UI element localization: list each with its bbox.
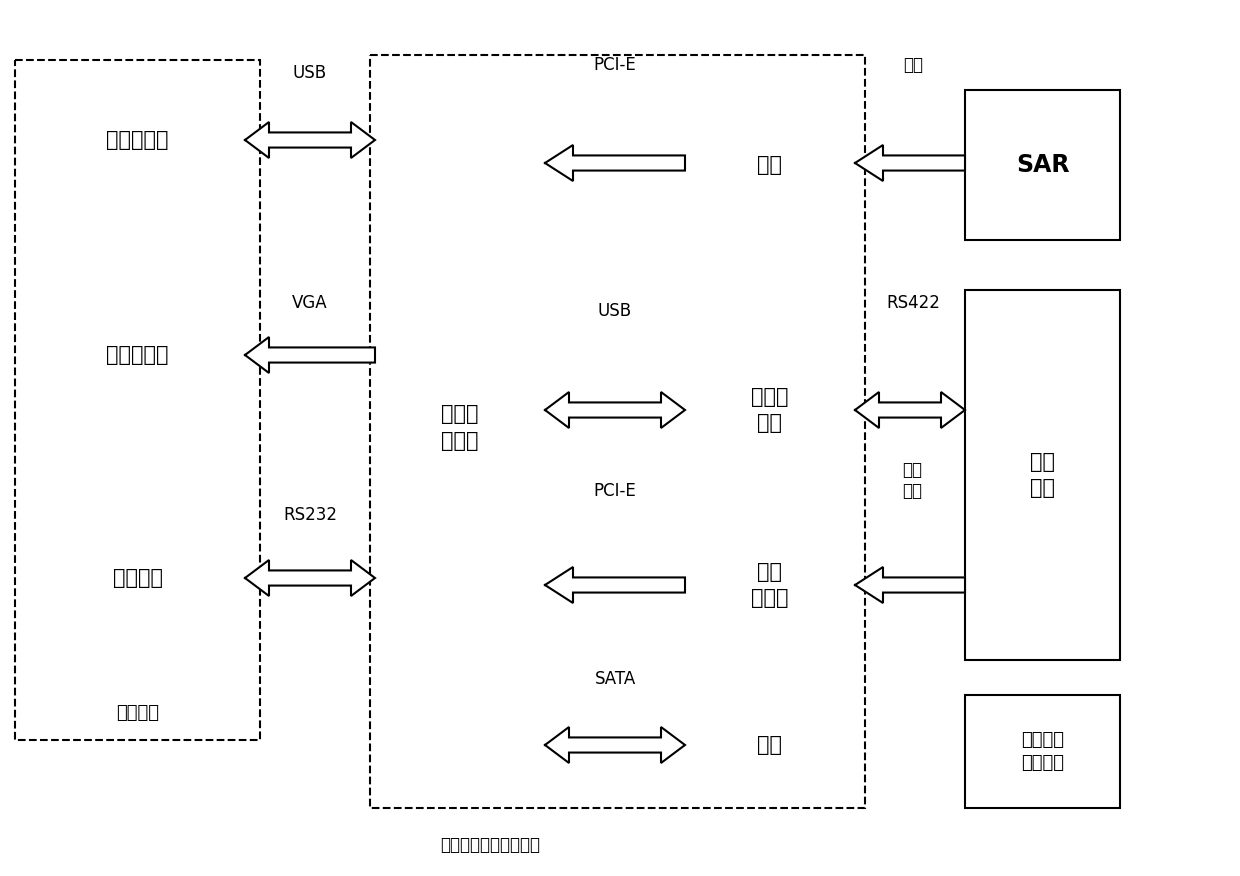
Text: PCI-E: PCI-E <box>594 56 636 74</box>
Text: 网线: 网线 <box>903 56 923 74</box>
Bar <box>374 60 546 795</box>
Text: VGA: VGA <box>293 294 327 312</box>
Bar <box>15 60 260 740</box>
Bar <box>370 55 866 808</box>
Polygon shape <box>246 560 374 596</box>
Polygon shape <box>546 145 684 181</box>
Bar <box>965 695 1120 808</box>
Text: USB: USB <box>293 64 327 82</box>
Polygon shape <box>546 727 684 763</box>
Text: RS232: RS232 <box>283 506 337 524</box>
Bar <box>684 330 856 490</box>
Bar <box>30 535 246 620</box>
Polygon shape <box>546 392 684 428</box>
Bar <box>30 95 246 185</box>
Polygon shape <box>856 145 965 181</box>
Bar <box>965 90 1120 240</box>
Bar <box>684 695 856 795</box>
Text: 铜轴
电缆: 铜轴 电缆 <box>901 461 923 500</box>
Text: 综合显控装置硬件架构: 综合显控装置硬件架构 <box>440 836 539 854</box>
Text: 液晶显示屏: 液晶显示屏 <box>107 345 169 365</box>
Text: RS422: RS422 <box>887 294 940 312</box>
Text: 网卡: 网卡 <box>758 155 782 175</box>
Text: SAR: SAR <box>1016 153 1069 177</box>
Bar <box>684 510 856 660</box>
Text: 人机交互: 人机交互 <box>117 704 159 722</box>
Polygon shape <box>246 122 374 158</box>
Text: PCI-E: PCI-E <box>594 482 636 500</box>
Text: 高性能
计算机: 高性能 计算机 <box>441 405 479 450</box>
Polygon shape <box>856 392 965 428</box>
Text: USB: USB <box>598 302 632 320</box>
Polygon shape <box>546 567 684 603</box>
Text: 串口适
配器: 串口适 配器 <box>751 387 789 434</box>
Text: SATA: SATA <box>594 670 636 688</box>
Bar <box>965 290 1120 660</box>
Text: 视频
采集卡: 视频 采集卡 <box>751 562 789 608</box>
Text: 硬盘: 硬盘 <box>758 735 782 755</box>
Polygon shape <box>246 337 374 373</box>
Text: 键盘、鼠标: 键盘、鼠标 <box>107 130 169 150</box>
Text: 多模复合
侦查系统: 多模复合 侦查系统 <box>1021 731 1064 773</box>
Bar <box>30 310 246 400</box>
Bar <box>684 90 856 240</box>
Polygon shape <box>856 567 965 603</box>
Text: 超级终端: 超级终端 <box>113 568 162 588</box>
Text: 光电
系统: 光电 系统 <box>1030 452 1055 498</box>
